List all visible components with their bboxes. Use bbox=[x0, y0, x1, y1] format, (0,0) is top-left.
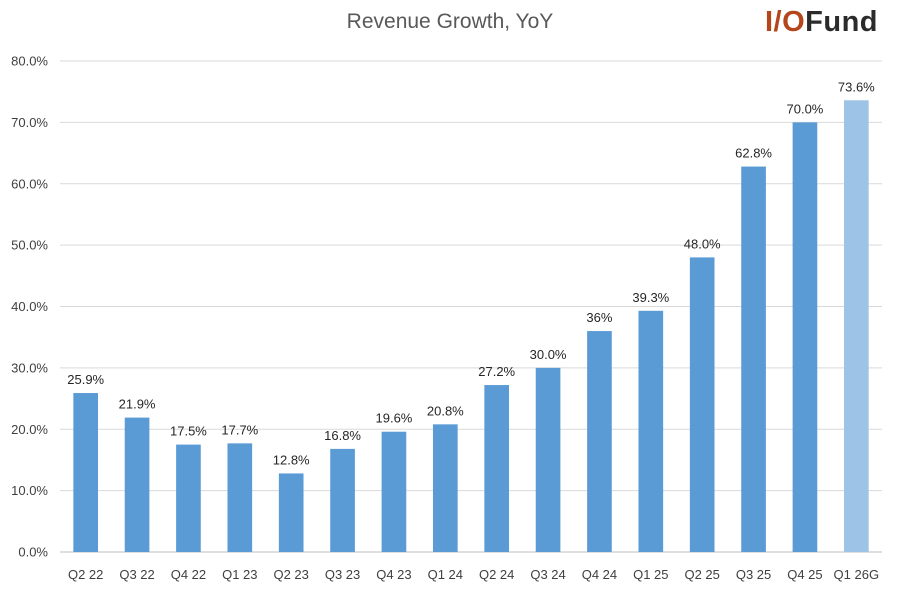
data-label: 39.3% bbox=[632, 290, 669, 305]
x-tick-label: Q4 25 bbox=[787, 567, 822, 582]
bar bbox=[432, 424, 458, 552]
bar bbox=[330, 448, 355, 552]
x-tick-label: Q2 25 bbox=[684, 567, 719, 582]
x-tick-label: Q3 23 bbox=[325, 567, 360, 582]
bar bbox=[587, 331, 612, 552]
y-tick-label: 80.0% bbox=[11, 54, 48, 69]
y-tick-label: 50.0% bbox=[11, 238, 48, 253]
bar bbox=[227, 443, 253, 552]
y-axis: 0.0% 10.0% 20.0% 30.0% 40.0% 50.0% 60.0% 70.0% 8… bbox=[11, 54, 48, 560]
bar bbox=[73, 393, 99, 552]
data-label: 62.8% bbox=[735, 146, 772, 161]
x-tick-label: Q4 22 bbox=[171, 567, 206, 582]
x-tick-label: Q4 24 bbox=[582, 567, 617, 582]
bar bbox=[484, 385, 510, 552]
x-tick-label: Q2 24 bbox=[479, 567, 514, 582]
data-labels: 25.9% 21.9% 17.5% 17.7% 12.8% 16.8% 19.6% 20.8%… bbox=[67, 79, 875, 467]
x-tick-label: Q1 23 bbox=[222, 567, 257, 582]
data-label: 70.0% bbox=[787, 101, 824, 116]
y-tick-label: 40.0% bbox=[11, 299, 48, 314]
data-label: 16.8% bbox=[324, 428, 361, 443]
io-fund-logo: I/OFund bbox=[765, 6, 878, 39]
y-tick-label: 70.0% bbox=[11, 115, 48, 130]
x-tick-label: Q3 25 bbox=[736, 567, 771, 582]
data-label: 17.7% bbox=[221, 422, 258, 437]
bar bbox=[843, 100, 869, 552]
data-label: 30.0% bbox=[530, 347, 567, 362]
logo-io-text: I/O bbox=[764, 6, 806, 38]
data-label: 12.8% bbox=[273, 452, 310, 467]
chart-title: Revenue Growth, YoY bbox=[346, 10, 554, 33]
bar bbox=[689, 257, 715, 552]
x-tick-label: Q1 24 bbox=[428, 567, 463, 582]
x-tick-label: Q3 22 bbox=[119, 567, 154, 582]
data-label: 19.6% bbox=[376, 411, 413, 426]
data-label: 25.9% bbox=[67, 372, 104, 387]
data-label: 48.0% bbox=[684, 236, 721, 251]
data-label: 20.8% bbox=[427, 403, 464, 418]
y-tick-label: 20.0% bbox=[11, 422, 48, 437]
x-tick-label: Q4 23 bbox=[376, 567, 411, 582]
bar bbox=[535, 367, 561, 552]
bars bbox=[73, 100, 869, 552]
bar bbox=[792, 122, 818, 552]
data-label: 27.2% bbox=[478, 364, 515, 379]
bar bbox=[176, 444, 201, 552]
y-tick-label: 10.0% bbox=[11, 483, 48, 498]
data-label: 21.9% bbox=[119, 397, 156, 412]
bar bbox=[278, 473, 304, 552]
bar bbox=[741, 166, 766, 552]
data-label: 17.5% bbox=[170, 424, 207, 439]
bar bbox=[381, 431, 407, 552]
x-tick-label: Q3 24 bbox=[530, 567, 565, 582]
x-tick-label: Q1 25 bbox=[633, 567, 668, 582]
x-tick-label: Q2 22 bbox=[68, 567, 103, 582]
y-tick-label: 0.0% bbox=[18, 545, 48, 560]
y-tick-label: 30.0% bbox=[11, 360, 48, 375]
bar bbox=[124, 417, 150, 552]
bar bbox=[638, 310, 664, 552]
y-tick-label: 60.0% bbox=[11, 176, 48, 191]
x-tick-label: Q2 23 bbox=[273, 567, 308, 582]
data-label: 73.6% bbox=[838, 79, 875, 94]
x-tick-label: Q1 26G bbox=[834, 567, 880, 582]
logo-fund-text: Fund bbox=[805, 6, 878, 38]
data-label: 36% bbox=[586, 310, 612, 325]
x-axis: Q2 22 Q3 22 Q4 22 Q1 23 Q2 23 Q3 23 Q4 23 Q1 24… bbox=[68, 567, 879, 582]
